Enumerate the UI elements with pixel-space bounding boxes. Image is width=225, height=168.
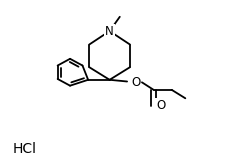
Text: N: N xyxy=(105,25,113,38)
Text: O: O xyxy=(156,99,165,112)
Text: O: O xyxy=(130,76,140,89)
Text: HCl: HCl xyxy=(12,142,36,156)
